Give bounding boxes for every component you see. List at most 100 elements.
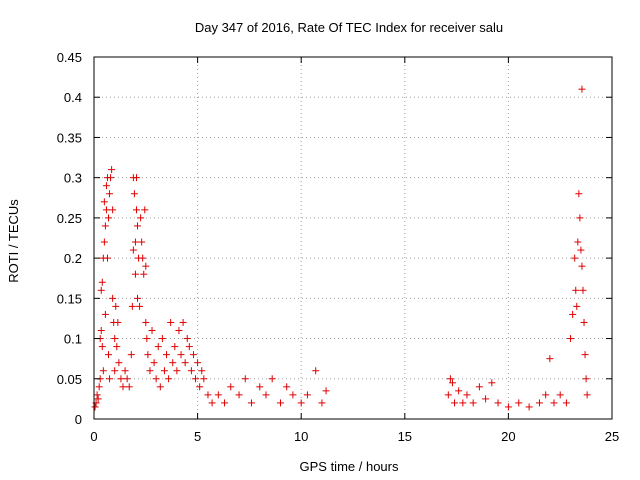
data-point [129,246,137,254]
data-point [106,375,114,383]
data-point [448,379,456,387]
data-point [504,403,512,411]
data-point [91,403,99,411]
data-point [123,375,131,383]
y-tick-label: 0.2 [64,251,82,266]
data-point [227,383,235,391]
data-point [241,375,249,383]
data-point [451,399,459,407]
data-point [581,351,589,359]
y-tick-label: 0.25 [57,211,82,226]
data-point [444,391,452,399]
data-point [109,206,117,214]
data-point [121,367,129,375]
data-point [152,375,160,383]
data-point [154,343,162,351]
x-tick-label: 15 [398,429,412,444]
data-point [575,190,583,198]
data-point [134,294,142,302]
data-point [143,335,151,343]
data-point [109,294,117,302]
data-point [114,318,122,326]
data-point [463,391,471,399]
data-point [578,262,586,270]
data-point [99,367,107,375]
data-point [578,85,586,93]
y-tick-label: 0.05 [57,372,82,387]
data-point [322,387,330,395]
data-points [91,85,591,411]
data-point [167,318,175,326]
x-tick-label: 5 [194,429,201,444]
data-point [169,359,177,367]
data-point [318,399,326,407]
data-point [140,270,148,278]
data-point [567,335,575,343]
data-point [303,391,311,399]
data-point [556,391,564,399]
data-point [221,399,229,407]
data-point [283,383,291,391]
data-point [130,190,138,198]
data-point [127,351,135,359]
x-axis-label: GPS time / hours [300,459,399,474]
data-point [235,391,243,399]
data-point [573,302,581,310]
data-point [138,238,146,246]
data-point [150,359,158,367]
data-point [136,302,144,310]
y-tick-label: 0.3 [64,171,82,186]
y-tick-labels: 0 0.05 0.1 0.15 0.2 0.25 0.3 0.35 0.4 0.45 [57,50,82,427]
data-point [137,214,145,222]
data-point [102,182,110,190]
data-point [276,399,284,407]
y-axis-label: ROTI / TECUs [6,199,21,283]
data-point [194,359,202,367]
data-point [117,375,125,383]
data-point [569,310,577,318]
data-point [132,206,140,214]
data-point [93,391,101,399]
axis-ticks [93,56,613,420]
x-tick-labels: 0 5 10 15 20 25 [90,429,619,444]
data-point [131,238,139,246]
data-point [163,351,171,359]
data-point [111,367,119,375]
data-point [97,327,105,335]
data-point [113,343,121,351]
data-point [102,206,110,214]
data-point [97,286,105,294]
data-point [179,318,187,326]
data-point [475,383,483,391]
x-tick-label: 25 [605,429,619,444]
data-point [119,383,127,391]
x-tick-label: 20 [501,429,515,444]
y-tick-label: 0.45 [57,50,82,65]
data-point [459,399,467,407]
data-point [146,367,154,375]
data-point [105,214,113,222]
data-point [482,395,490,403]
data-point [488,379,496,387]
data-point [158,335,166,343]
data-point [98,343,106,351]
data-point [105,351,113,359]
data-point [550,399,558,407]
data-point [142,262,150,270]
data-point [175,327,183,335]
data-point [297,399,305,407]
data-point [132,174,140,182]
data-point [94,395,102,403]
data-point [469,399,477,407]
data-point [144,351,152,359]
data-point [494,399,502,407]
data-point [214,391,222,399]
y-tick-label: 0 [75,412,82,427]
data-point [268,375,276,383]
data-point [107,174,115,182]
data-point [185,343,193,351]
x-tick-label: 0 [90,429,97,444]
y-tick-label: 0.4 [64,90,82,105]
data-point [542,391,550,399]
